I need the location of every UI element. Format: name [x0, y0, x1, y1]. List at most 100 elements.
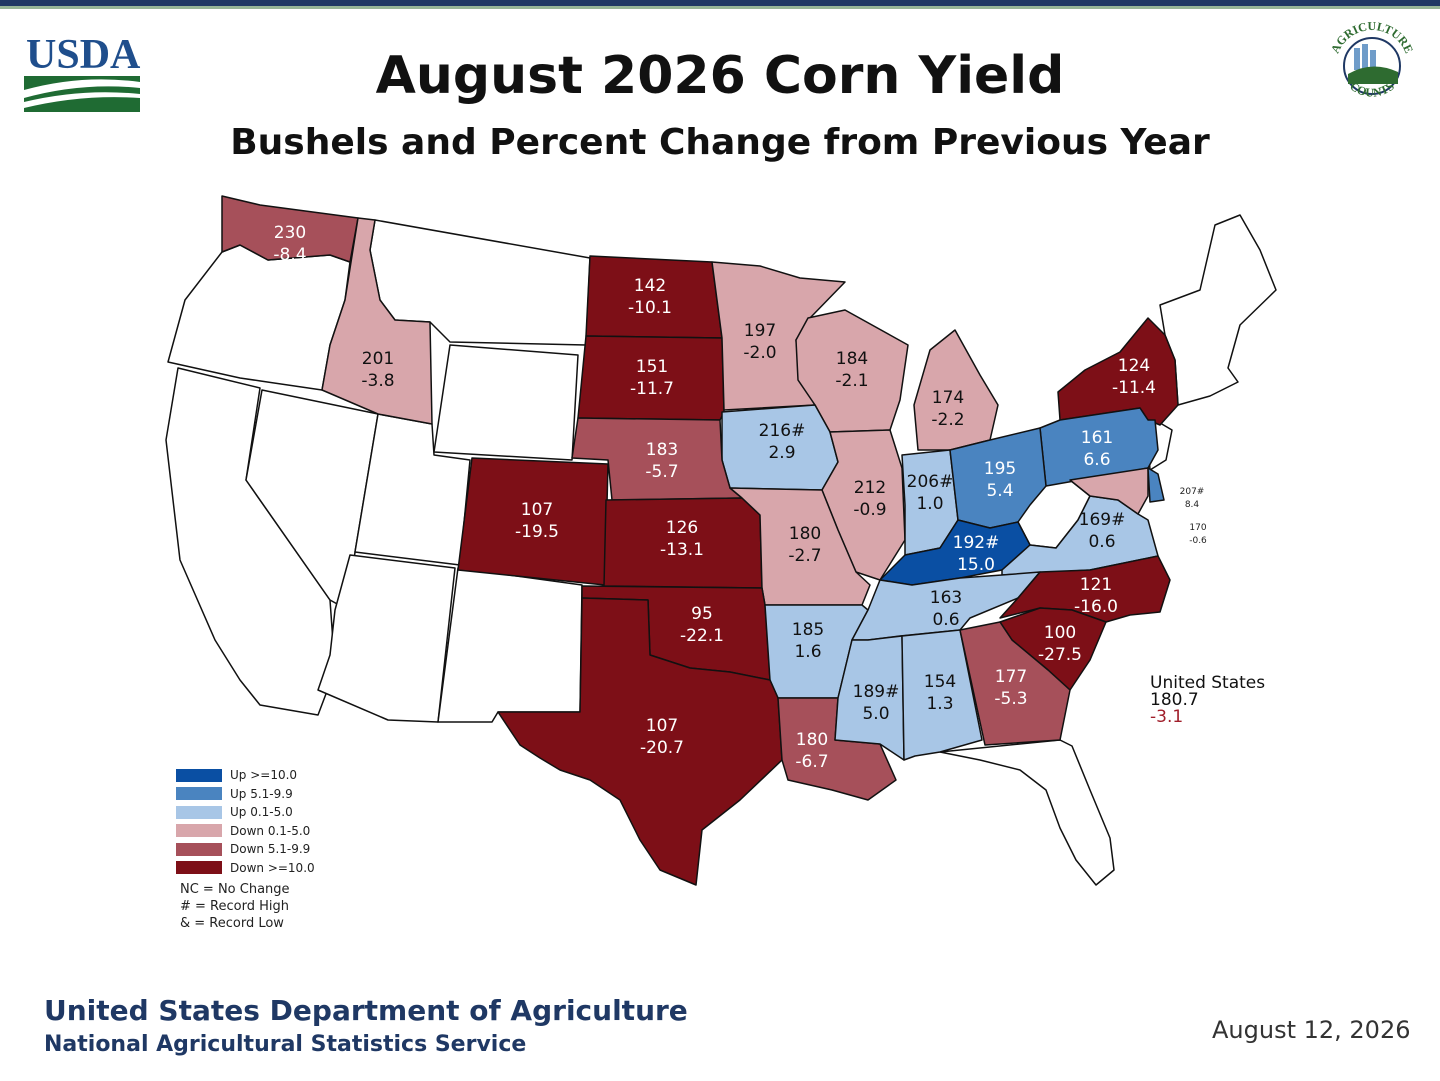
- state-id-change: -3.8: [361, 371, 394, 391]
- state-nc-yield: 121: [1080, 575, 1112, 595]
- state-nm: [437, 567, 583, 723]
- us-summary-yield: 180.7: [1150, 690, 1199, 710]
- release-date: August 12, 2026: [1212, 1016, 1411, 1044]
- state-il: [821, 429, 906, 581]
- state-ia-change: 2.9: [768, 443, 795, 463]
- state-in-change: 1.0: [916, 494, 943, 514]
- legend-label: Down 0.1-5.0: [230, 823, 311, 838]
- state-ia-yield: 216#: [759, 421, 806, 441]
- state-labels: 230-8.4 201-3.8 142-10.1 151-11.7 197-2.0 184…: [273, 223, 1207, 772]
- state-sc-change: -27.5: [1038, 645, 1082, 665]
- state-id-yield: 201: [362, 349, 394, 369]
- state-ga-change: -5.3: [994, 689, 1027, 709]
- state-tx-yield: 107: [646, 716, 678, 736]
- state-fl: [939, 739, 1115, 886]
- state-oh-change: 5.4: [986, 481, 1013, 501]
- state-nd: [585, 255, 723, 339]
- state-mo-yield: 180: [789, 524, 821, 544]
- state-va-change: 0.6: [1088, 532, 1115, 552]
- state-ky-yield: 192#: [953, 533, 1000, 553]
- legend-swatch: [176, 805, 222, 819]
- state-wi-yield: 184: [836, 349, 868, 369]
- state-ks-yield: 126: [666, 518, 698, 538]
- state-in-yield: 206#: [907, 472, 954, 492]
- legend-swatch: [176, 824, 222, 838]
- state-la-yield: 180: [796, 730, 828, 750]
- legend-notes: NC = No Change # = Record High & = Recor…: [176, 881, 376, 932]
- state-ky-change: 15.0: [957, 555, 995, 575]
- state-wi-change: -2.1: [835, 371, 868, 391]
- legend-swatch: [176, 787, 222, 801]
- legend-item-down-5: Down 5.1-9.9: [176, 840, 376, 859]
- state-ks-change: -13.1: [660, 540, 704, 560]
- state-tn-change: 0.6: [932, 610, 959, 630]
- state-pa-yield: 161: [1081, 428, 1113, 448]
- state-nd-change: -10.1: [628, 298, 672, 318]
- state-ms-change: 5.0: [862, 704, 889, 724]
- legend-swatch: [176, 842, 222, 856]
- us-summary-change: -3.1: [1150, 707, 1184, 727]
- state-mi-yield: 174: [932, 388, 964, 408]
- legend-note-record-low: & = Record Low: [180, 916, 284, 931]
- state-id: [321, 217, 433, 425]
- us-summary-label: United States: [1150, 673, 1266, 693]
- legend-label: Down >=10.0: [230, 860, 315, 875]
- state-ga-yield: 177: [995, 667, 1027, 687]
- usda-logo: USDA: [24, 30, 142, 112]
- state-tx-change: -20.7: [640, 738, 684, 758]
- footer-department: United States Department of Agriculture: [44, 994, 688, 1027]
- state-ms-yield: 189#: [853, 682, 900, 702]
- state-ne-yield: 183: [646, 440, 678, 460]
- state-wa-yield: 230: [274, 223, 306, 243]
- agriculture-counts-seal: AGRICULTURE COUNTS: [1328, 19, 1416, 100]
- usda-logo-text: USDA: [26, 32, 141, 78]
- state-il-change: -0.9: [853, 500, 886, 520]
- state-ne-change: -5.7: [645, 462, 678, 482]
- state-la-change: -6.7: [795, 752, 828, 772]
- state-nc: [999, 555, 1171, 623]
- state-ar-change: 1.6: [794, 642, 821, 662]
- state-ny-yield: 124: [1118, 356, 1150, 376]
- map-title: August 2026 Corn Yield: [375, 46, 1065, 106]
- state-va: [1001, 495, 1159, 576]
- state-oh-yield: 195: [984, 459, 1016, 479]
- state-mo-change: -2.7: [788, 546, 821, 566]
- state-wa: [221, 195, 359, 263]
- state-md-change: -0.6: [1189, 536, 1207, 546]
- state-ok-yield: 95: [691, 604, 713, 624]
- legend-label: Down 5.1-9.9: [230, 842, 311, 857]
- state-de: [1147, 467, 1165, 503]
- top-stripe: [0, 0, 1440, 9]
- state-ok-change: -22.1: [680, 626, 724, 646]
- state-ga: [959, 621, 1071, 746]
- state-al-change: 1.3: [926, 694, 953, 714]
- legend-label: Up >=10.0: [230, 768, 298, 783]
- state-mn-change: -2.0: [743, 343, 776, 363]
- state-wy: [433, 344, 579, 461]
- legend-item-down-0: Down 0.1-5.0: [176, 822, 376, 841]
- legend-item-up-5: Up 5.1-9.9: [176, 785, 376, 804]
- legend-item-down-10: Down >=10.0: [176, 859, 376, 878]
- state-nc-change: -16.0: [1074, 597, 1118, 617]
- seal-bottom-text: COUNTS: [1347, 79, 1397, 100]
- state-co-yield: 107: [521, 500, 553, 520]
- state-wa-change: -8.4: [273, 245, 306, 265]
- state-new-england: [1159, 214, 1277, 406]
- state-va-yield: 169#: [1079, 510, 1126, 530]
- state-or: [167, 244, 351, 391]
- state-ar-yield: 185: [792, 620, 824, 640]
- map-subtitle: Bushels and Percent Change from Previous…: [230, 122, 1210, 163]
- state-co-change: -19.5: [515, 522, 559, 542]
- legend-label: Up 5.1-9.9: [230, 786, 293, 801]
- state-il-yield: 212: [854, 478, 886, 498]
- state-sd: [577, 335, 725, 421]
- us-summary: United States 180.7 -3.1: [1150, 675, 1265, 726]
- state-md-yield: 170: [1189, 523, 1206, 533]
- state-de-change: 8.4: [1185, 500, 1200, 510]
- map-legend: Up >=10.0 Up 5.1-9.9 Up 0.1-5.0 Down 0.1…: [176, 766, 376, 932]
- state-sd-yield: 151: [636, 357, 668, 377]
- footer-service: National Agricultural Statistics Service: [44, 1032, 527, 1057]
- state-de-yield: 207#: [1180, 487, 1205, 497]
- svg-text:COUNTS: COUNTS: [1347, 79, 1397, 100]
